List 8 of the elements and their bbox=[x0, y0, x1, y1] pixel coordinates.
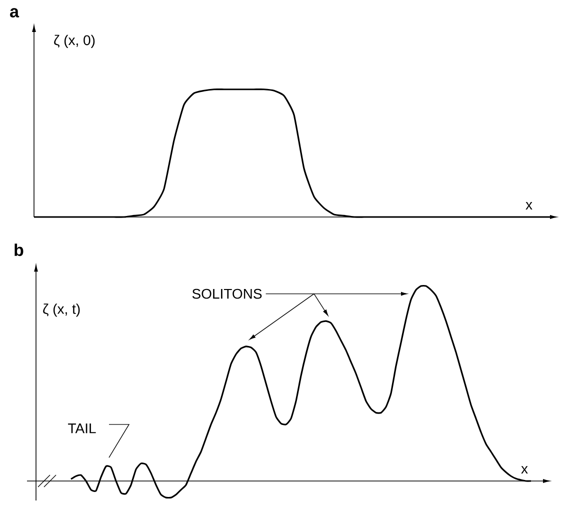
chart-title: b bbox=[14, 244, 24, 256]
annotation: SOLITONS bbox=[192, 288, 262, 299]
chart-title: a bbox=[10, 8, 20, 18]
x-axis-title: x bbox=[521, 466, 528, 474]
y-axis-title: ζ (x, t) bbox=[43, 304, 80, 317]
x-axis-title: x bbox=[526, 202, 532, 210]
y-axis-title: ζ (x, 0) bbox=[54, 34, 95, 48]
annotation: TAIL bbox=[68, 424, 96, 434]
